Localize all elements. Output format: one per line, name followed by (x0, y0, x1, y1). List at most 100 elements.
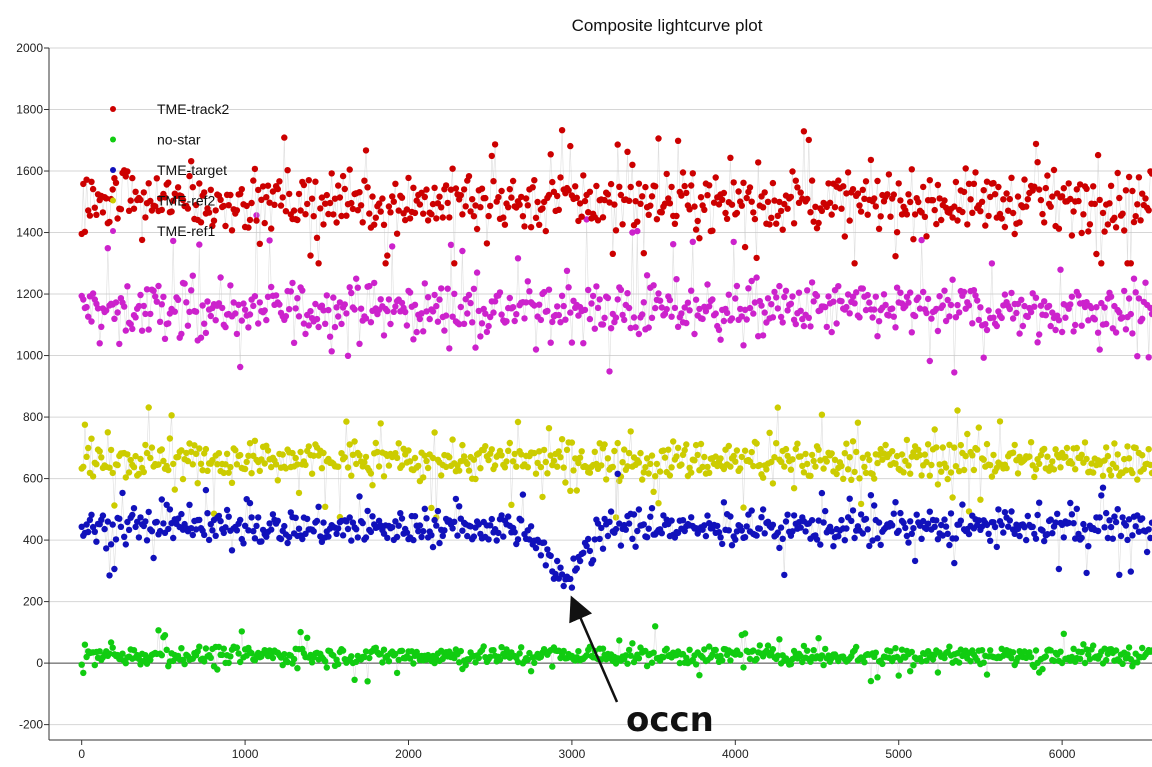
data-point (792, 177, 799, 184)
data-point (745, 285, 752, 292)
data-point (949, 494, 956, 501)
data-point (1016, 219, 1023, 226)
data-point (109, 469, 116, 477)
data-point (982, 321, 989, 328)
data-point (148, 528, 156, 535)
data-point (864, 451, 871, 458)
data-point (245, 324, 252, 331)
data-point (367, 528, 375, 536)
data-point (871, 502, 878, 509)
data-point (1072, 321, 1079, 329)
data-point (1132, 444, 1139, 452)
data-point (264, 182, 272, 189)
data-point (527, 224, 535, 231)
data-point (907, 470, 914, 477)
data-point (629, 640, 636, 647)
data-point (256, 467, 263, 475)
data-point (810, 647, 817, 654)
y-tick-label: 0 (36, 656, 43, 670)
data-point (1122, 326, 1130, 333)
data-point (338, 320, 345, 328)
data-point (652, 473, 659, 480)
data-point (874, 535, 881, 542)
data-point (212, 317, 219, 324)
data-point (601, 314, 608, 321)
data-point (1060, 185, 1068, 192)
data-point (879, 660, 886, 668)
data-point (732, 295, 739, 302)
data-point (750, 310, 757, 317)
data-point (985, 307, 992, 314)
data-point (251, 535, 259, 542)
data-point (645, 324, 652, 331)
data-point (781, 200, 788, 208)
data-point (1068, 232, 1076, 239)
data-point (1031, 183, 1038, 190)
data-point (539, 493, 546, 501)
data-point (1070, 328, 1077, 335)
data-point (1026, 453, 1033, 460)
data-point (462, 203, 469, 210)
data-point (1009, 649, 1017, 656)
data-point (934, 536, 942, 543)
data-point (192, 201, 200, 209)
data-point (580, 340, 587, 347)
data-point (215, 512, 223, 520)
data-point (433, 215, 440, 222)
data-point (764, 295, 772, 302)
x-tick-label: 0 (78, 747, 85, 761)
data-point (315, 452, 322, 459)
data-point (179, 475, 187, 483)
data-point (462, 662, 469, 669)
data-point (295, 525, 303, 532)
data-point (585, 286, 592, 294)
data-point (704, 512, 711, 519)
data-point (447, 186, 455, 193)
data-point (495, 529, 502, 537)
data-point (967, 658, 974, 665)
data-point (733, 447, 741, 454)
data-point (472, 475, 479, 483)
data-point (1072, 466, 1079, 473)
data-point (385, 203, 393, 210)
data-point (1016, 330, 1023, 337)
data-point (956, 309, 963, 316)
data-point (905, 462, 912, 469)
data-point (915, 294, 922, 301)
annotation: occn (569, 595, 714, 740)
data-point (1009, 209, 1017, 217)
data-point (467, 208, 474, 215)
data-point (127, 197, 134, 204)
data-point (261, 460, 268, 467)
data-point (895, 527, 902, 534)
data-point (491, 141, 499, 148)
data-point (86, 516, 94, 524)
data-point (542, 227, 549, 235)
data-point (514, 418, 522, 426)
data-point (353, 275, 360, 282)
data-point (339, 532, 347, 539)
data-point (833, 320, 840, 327)
data-point (330, 211, 337, 218)
data-point (776, 636, 783, 643)
data-point (665, 446, 672, 453)
data-point (725, 442, 732, 450)
data-point (1050, 166, 1058, 174)
data-point (91, 204, 99, 211)
data-point (547, 339, 554, 346)
data-point (862, 515, 870, 523)
data-point (348, 537, 355, 544)
data-point (498, 644, 505, 651)
data-point (1101, 304, 1108, 311)
data-point (735, 188, 742, 195)
data-point (720, 499, 728, 506)
data-point (1127, 260, 1135, 267)
data-point (522, 299, 530, 306)
data-point (451, 260, 458, 267)
data-point (871, 306, 878, 313)
data-point (86, 212, 94, 219)
data-point (304, 515, 311, 523)
data-point (1050, 466, 1058, 473)
data-point (769, 521, 777, 528)
data-point (1049, 530, 1056, 537)
